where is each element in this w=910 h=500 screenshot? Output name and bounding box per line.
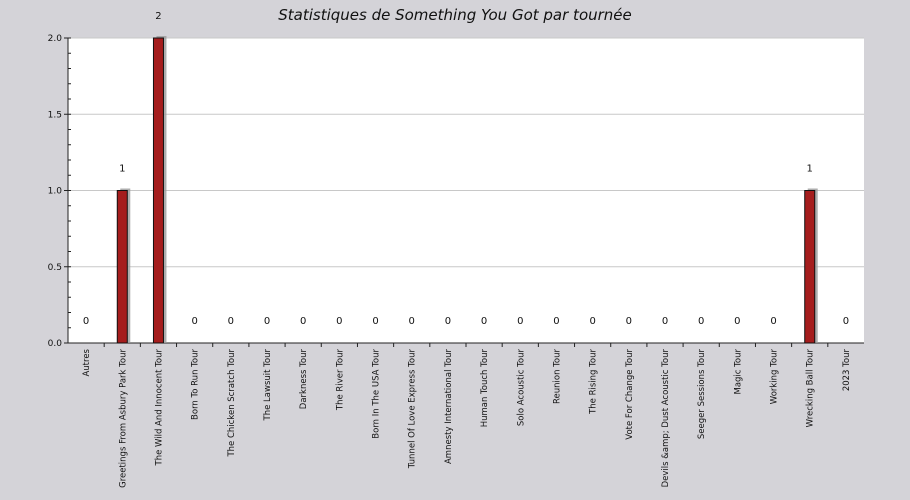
x-category-label: Solo Acoustic Tour — [516, 349, 526, 427]
x-category-label: Seeger Sessions Tour — [697, 349, 707, 440]
y-tick-label: 2.0 — [48, 34, 63, 44]
data-label: 0 — [662, 316, 668, 327]
chart-title: Statistiques de Something You Got par to… — [278, 6, 632, 24]
data-label: 0 — [626, 316, 632, 327]
data-label: 0 — [734, 316, 740, 327]
data-label: 1 — [807, 164, 813, 175]
y-tick-label: 1.5 — [48, 110, 62, 120]
data-label: 0 — [481, 316, 487, 327]
x-category-label: Greetings From Asbury Park Tour — [118, 349, 128, 488]
x-category-label: Human Touch Tour — [480, 349, 490, 428]
y-tick-label: 0.0 — [48, 339, 63, 349]
data-label: 0 — [372, 316, 378, 327]
data-label: 0 — [517, 316, 523, 327]
data-label: 0 — [409, 316, 415, 327]
x-category-label: 2023 Tour — [842, 349, 852, 392]
data-label: 0 — [228, 316, 234, 327]
data-label: 0 — [264, 316, 270, 327]
y-tick-label: 0.5 — [48, 263, 62, 273]
x-category-label: Vote For Change Tour — [625, 349, 635, 440]
data-label: 0 — [300, 316, 306, 327]
data-label: 0 — [336, 316, 342, 327]
data-label: 2 — [155, 11, 161, 22]
x-category-label: The Wild And Innocent Tour — [154, 349, 164, 467]
data-label: 1 — [119, 164, 125, 175]
x-category-label: Darkness Tour — [299, 349, 309, 410]
bar — [152, 37, 164, 344]
bar — [804, 190, 816, 344]
x-category-label: Reunion Tour — [552, 349, 562, 405]
data-label: 0 — [553, 316, 559, 327]
x-category-label: Autres — [82, 348, 92, 376]
x-category-label: The River Tour — [335, 349, 345, 412]
data-label: 0 — [191, 316, 197, 327]
x-category-label: The Lawsuit Tour — [263, 348, 273, 421]
data-label: 0 — [843, 316, 849, 327]
data-label: 0 — [445, 316, 451, 327]
y-tick-label: 1.0 — [48, 187, 63, 197]
data-label: 0 — [770, 316, 776, 327]
bar — [116, 190, 128, 344]
x-category-label: The Rising Tour — [589, 349, 599, 415]
data-label: 0 — [83, 316, 89, 327]
x-category-label: Tunnel Of Love Express Tour — [408, 349, 418, 470]
x-category-label: Wrecking Ball Tour — [806, 349, 816, 428]
x-category-label: Amnesty International Tour — [444, 349, 454, 464]
x-category-label: Devils &amp; Dust Acoustic Tour — [661, 348, 671, 487]
x-category-label: Born To Run Tour — [191, 349, 201, 420]
x-category-label: Working Tour — [770, 348, 780, 404]
x-category-label: Magic Tour — [733, 349, 743, 395]
x-category-label: The Chicken Scratch Tour — [227, 349, 237, 458]
data-label: 0 — [698, 316, 704, 327]
x-category-label: Born In The USA Tour — [372, 349, 382, 439]
data-label: 0 — [589, 316, 595, 327]
